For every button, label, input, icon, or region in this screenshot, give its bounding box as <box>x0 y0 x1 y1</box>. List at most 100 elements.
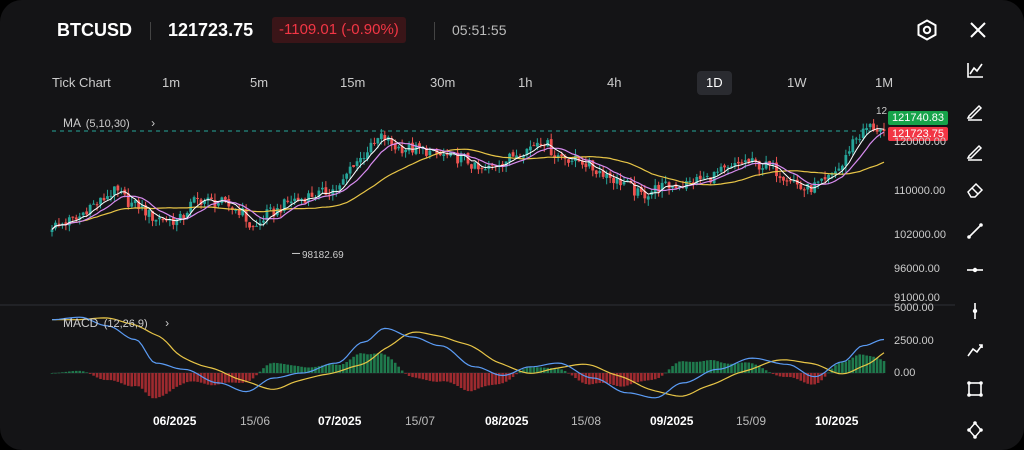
ma-indicator-label[interactable]: MA (5,10,30) › <box>63 116 155 130</box>
timeframe-1h[interactable]: 1h <box>518 75 533 90</box>
candle-body <box>515 155 518 158</box>
vertical-line-icon[interactable] <box>960 298 990 324</box>
macd-histogram-bar <box>567 373 570 374</box>
candle-body <box>809 185 813 193</box>
macd-histogram-bar <box>172 373 175 389</box>
macd-histogram-bar <box>248 373 251 381</box>
timeframe-1w[interactable]: 1W <box>787 75 807 90</box>
price-change-badge: -1109.01 (-0.90%) <box>272 17 406 43</box>
candle-body <box>844 155 848 166</box>
candle-body <box>688 181 692 183</box>
candle-body <box>778 176 782 179</box>
rectangle-icon[interactable] <box>960 376 990 402</box>
time-tick: 15/08 <box>571 414 602 428</box>
macd-histogram-bar <box>445 373 449 382</box>
trend-line-icon[interactable] <box>960 218 990 244</box>
timeframe-4h[interactable]: 4h <box>607 75 622 90</box>
symbol-name[interactable]: BTCUSD <box>57 20 132 40</box>
macd-histogram-bar <box>147 373 151 396</box>
candle-body <box>425 147 428 156</box>
pencil-icon[interactable] <box>960 138 990 164</box>
candle-body <box>754 159 758 162</box>
macd-histogram-bar <box>189 373 192 382</box>
polyline-icon[interactable] <box>960 337 990 363</box>
candle-body <box>237 209 241 216</box>
timeframe-1m[interactable]: 1m <box>162 75 181 90</box>
macd-histogram-bar <box>841 362 844 373</box>
macd-histogram-bar <box>553 368 556 373</box>
macd-histogram-bar <box>768 372 771 373</box>
candle-body <box>594 170 598 175</box>
macd-histogram-bar <box>775 373 778 376</box>
macd-histogram-bar <box>563 370 567 373</box>
signal-line <box>52 317 885 397</box>
candle-body <box>376 138 380 144</box>
hexagon-settings-icon[interactable] <box>915 18 939 42</box>
candle-body <box>272 208 276 217</box>
macd-indicator-label[interactable]: MACD (12,26,9) › <box>63 316 169 330</box>
candle-body <box>698 175 702 180</box>
timeframe-tick-chart[interactable]: Tick Chart <box>52 75 111 90</box>
macd-histogram-bar <box>289 365 293 373</box>
macd-histogram-bar <box>820 373 823 381</box>
candle-body <box>428 150 432 156</box>
timeframe-5m[interactable]: 5m <box>250 75 269 90</box>
macd-histogram-bar <box>511 373 515 377</box>
candle-body <box>355 161 359 167</box>
timeframe-15m[interactable]: 15m <box>340 75 366 90</box>
pencil-icon[interactable] <box>960 98 990 124</box>
macd-histogram-bar <box>61 372 64 373</box>
macd-histogram-bar <box>601 373 605 383</box>
macd-histogram-bar <box>698 361 702 373</box>
line-chart-icon[interactable] <box>960 57 990 83</box>
network-icon[interactable] <box>960 417 990 443</box>
timeframe-1d[interactable]: 1D <box>697 71 732 95</box>
macd-histogram-bar <box>331 364 335 373</box>
candle-body <box>480 168 484 170</box>
candle-body <box>341 179 345 185</box>
macd-histogram-bar <box>744 362 747 373</box>
macd-histogram-bar <box>338 364 342 373</box>
macd-histogram-bar <box>376 353 380 373</box>
close-icon[interactable] <box>966 18 990 42</box>
macd-histogram-bar <box>629 373 633 385</box>
price-chart[interactable] <box>0 100 960 440</box>
macd-histogram-bar <box>300 366 303 373</box>
candle-body <box>57 223 61 225</box>
candle-body <box>556 155 560 158</box>
macd-histogram-bar <box>355 354 359 373</box>
candle-body <box>92 203 95 205</box>
macd-histogram-bar <box>650 373 654 380</box>
macd-histogram-bar <box>858 354 862 373</box>
candle-body <box>847 151 851 154</box>
candle-body <box>185 212 189 218</box>
candle-body <box>789 180 792 182</box>
macd-histogram-bar <box>348 359 352 373</box>
candle-body <box>674 184 678 189</box>
macd-histogram-bar <box>224 373 227 383</box>
candle-body <box>116 185 120 191</box>
macd-histogram-bar <box>816 373 820 383</box>
macd-histogram-bar <box>868 356 872 373</box>
candle-body <box>130 202 134 207</box>
candle-body <box>761 168 765 170</box>
macd-histogram-bar <box>581 373 584 383</box>
candle-body <box>553 155 557 158</box>
eraser-icon[interactable] <box>960 177 990 203</box>
timeframe-30m[interactable]: 30m <box>430 75 456 90</box>
macd-histogram-bar <box>633 373 636 384</box>
macd-histogram-bar <box>643 373 647 381</box>
macd-histogram-bar <box>296 366 300 373</box>
macd-histogram-bar <box>813 373 816 385</box>
chevron-right-icon[interactable]: › <box>165 316 170 330</box>
candle-body <box>300 198 303 200</box>
macd-histogram-bar <box>168 373 172 392</box>
candle-body <box>106 196 109 200</box>
candle-body <box>750 158 754 163</box>
chevron-right-icon[interactable]: › <box>151 116 156 130</box>
macd-histogram-bar <box>85 372 88 373</box>
candle-body <box>806 183 810 190</box>
macd-histogram-bar <box>74 370 78 373</box>
timeframe-1m[interactable]: 1M <box>875 75 894 90</box>
horizontal-line-icon[interactable] <box>960 257 990 283</box>
